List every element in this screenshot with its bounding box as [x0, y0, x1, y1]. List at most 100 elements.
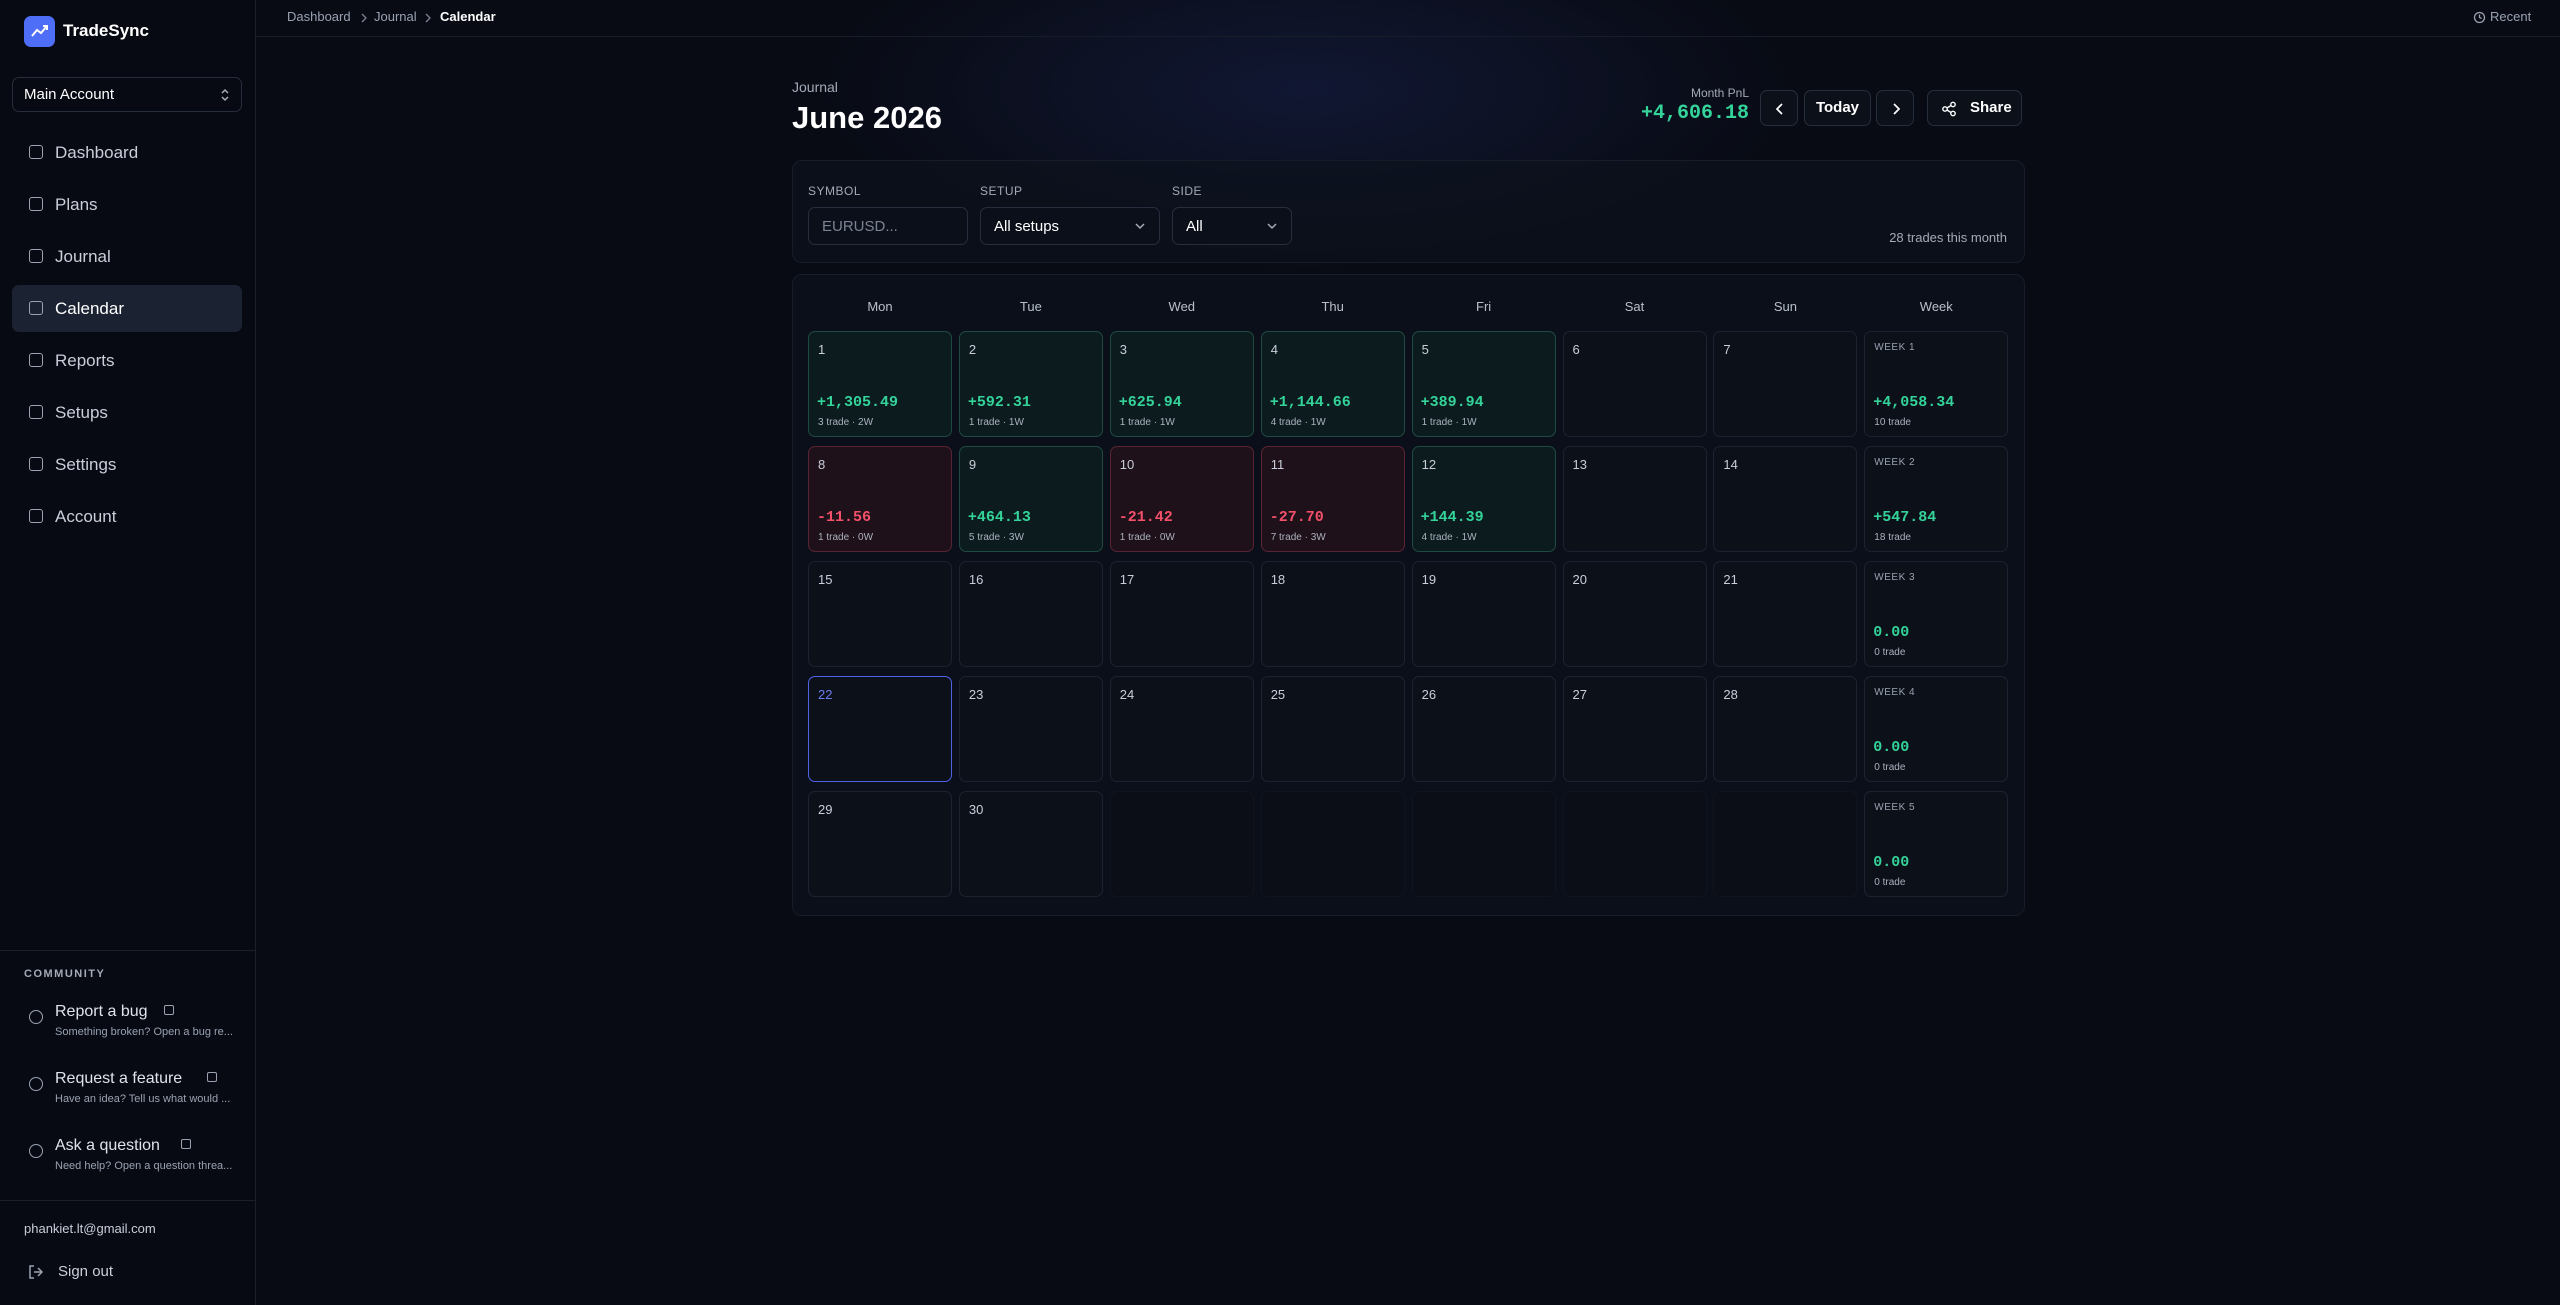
community-heading: COMMUNITY — [24, 968, 106, 980]
day-cell[interactable]: 12 +144.39 4 trade · 1W — [1411, 446, 1556, 552]
breadcrumb[interactable]: Journal — [374, 9, 417, 24]
nav-item[interactable]: Calendar — [12, 285, 242, 332]
day-cell[interactable]: 10 -21.42 1 trade · 0W — [1109, 446, 1254, 552]
day-cell[interactable]: 26 — [1411, 676, 1556, 782]
nav-item[interactable]: Account — [12, 493, 242, 540]
day-number: 24 — [1119, 687, 1135, 702]
day-cell[interactable]: 5 +389.94 1 trade · 1W — [1411, 331, 1556, 437]
side-value: All — [1186, 218, 1203, 235]
day-cell[interactable]: 11 -27.70 7 trade · 3W — [1260, 446, 1405, 552]
sign-out-text: Sign out — [58, 1263, 114, 1280]
empty-cell — [1109, 791, 1254, 897]
today-text: Today — [1815, 99, 1860, 116]
divider — [0, 1200, 255, 1201]
week-label: WEEK 2 — [1874, 457, 1916, 468]
symbol-input[interactable]: EURUSD... — [808, 207, 968, 245]
weekday-header: Fri — [1476, 299, 1492, 314]
day-cell[interactable]: 4 +1,144.66 4 trade · 1W — [1260, 331, 1405, 437]
nav-item[interactable]: Settings — [12, 441, 242, 488]
day-cell[interactable]: 15 — [808, 561, 952, 667]
day-cell[interactable]: 13 — [1562, 446, 1707, 552]
day-number: 14 — [1723, 457, 1738, 472]
nav-label: Dashboard — [55, 143, 139, 162]
day-info: 3 trade · 2W — [818, 417, 874, 428]
empty-cell — [1411, 791, 1556, 897]
breadcrumb-current: Calendar — [440, 9, 496, 24]
day-info: 1 trade · 1W — [968, 417, 1024, 428]
share-text: Share — [1970, 99, 2012, 116]
week-pnl: +4,058.34 — [1873, 394, 1955, 411]
week-label: WEEK 4 — [1874, 687, 1916, 698]
community-item[interactable]: Request a feature Have an idea? Tell us w… — [12, 1065, 242, 1115]
day-info: 1 trade · 1W — [1421, 417, 1477, 428]
side-select[interactable]: All — [1172, 207, 1292, 245]
nav-icon — [29, 145, 43, 159]
nav-label: Settings — [55, 455, 117, 474]
day-cell[interactable]: 30 — [958, 791, 1103, 897]
day-cell[interactable]: 27 — [1562, 676, 1707, 782]
nav-item[interactable]: Setups — [12, 389, 242, 436]
day-cell[interactable]: 14 — [1713, 446, 1858, 552]
day-cell[interactable]: 8 -11.56 1 trade · 0W — [808, 446, 952, 552]
empty-cell — [1260, 791, 1405, 897]
sign-out-icon — [29, 1265, 44, 1279]
day-cell[interactable]: 9 +464.13 5 trade · 3W — [958, 446, 1103, 552]
nav-item[interactable]: Reports — [12, 337, 242, 384]
day-pnl: +464.13 — [967, 509, 1031, 526]
brand-logo — [24, 16, 55, 47]
day-cell[interactable]: 29 — [808, 791, 952, 897]
community-item[interactable]: Report a bug Something broken? Open a bug… — [12, 998, 242, 1048]
week-summary: WEEK 1 +4,058.34 10 trade — [1864, 331, 2009, 437]
day-number: 7 — [1723, 342, 1731, 357]
nav-item[interactable]: Journal — [12, 233, 242, 280]
community-subtitle: Have an idea? Tell us what would ... — [55, 1093, 231, 1105]
day-cell[interactable]: 18 — [1260, 561, 1405, 667]
external-icon — [181, 1139, 192, 1149]
recent[interactable]: Recent — [2490, 9, 2532, 24]
next-month[interactable] — [1876, 90, 1914, 126]
day-cell[interactable]: 25 — [1260, 676, 1405, 782]
day-cell[interactable]: 23 — [958, 676, 1103, 782]
setup-select[interactable]: All setups — [980, 207, 1160, 245]
account-select[interactable]: Main Account — [12, 77, 242, 112]
chevron — [1135, 223, 1145, 230]
today-button[interactable]: Today — [1804, 90, 1871, 126]
day-cell[interactable]: 22 — [808, 676, 952, 782]
day-number: 12 — [1421, 457, 1437, 472]
day-cell[interactable]: 16 — [958, 561, 1103, 667]
day-cell[interactable]: 6 — [1562, 331, 1707, 437]
recent-icon — [2473, 11, 2486, 24]
prev-icon — [1775, 103, 1783, 115]
day-cell[interactable]: 19 — [1411, 561, 1556, 667]
day-number: 30 — [968, 802, 984, 817]
week-pnl: +547.84 — [1873, 509, 1937, 526]
day-cell[interactable]: 24 — [1109, 676, 1254, 782]
day-cell[interactable]: 28 — [1713, 676, 1858, 782]
share-button[interactable]: Share — [1927, 90, 2022, 126]
nav-item[interactable]: Dashboard — [12, 129, 242, 176]
day-cell[interactable]: 21 — [1713, 561, 1858, 667]
community-item[interactable]: Ask a question Need help? Open a question… — [12, 1132, 242, 1182]
next-icon — [1893, 103, 1901, 115]
day-cell[interactable]: 20 — [1562, 561, 1707, 667]
day-cell[interactable]: 3 +625.94 1 trade · 1W — [1109, 331, 1254, 437]
breadcrumb[interactable]: Dashboard — [287, 9, 351, 24]
day-number: 17 — [1119, 572, 1135, 587]
weekday-header: Wed — [1168, 299, 1196, 314]
day-cell[interactable]: 1 +1,305.49 3 trade · 2W — [808, 331, 952, 437]
day-pnl: +144.39 — [1420, 509, 1484, 526]
day-cell[interactable]: 17 — [1109, 561, 1254, 667]
day-pnl: +1,144.66 — [1269, 394, 1351, 411]
sign-out[interactable]: Sign out — [12, 1252, 242, 1292]
community-title: Ask a question — [55, 1137, 160, 1154]
prev-month[interactable] — [1760, 90, 1798, 126]
section-label: Journal — [792, 79, 838, 95]
day-number: 18 — [1270, 572, 1286, 587]
breadcrumb-separator — [425, 13, 431, 23]
user-email: phankiet.lt@gmail.com — [24, 1221, 156, 1236]
day-cell[interactable]: 2 +592.31 1 trade · 1W — [958, 331, 1103, 437]
nav-item[interactable]: Plans — [12, 181, 242, 228]
day-cell[interactable]: 7 — [1713, 331, 1858, 437]
day-number: 3 — [1119, 342, 1128, 357]
